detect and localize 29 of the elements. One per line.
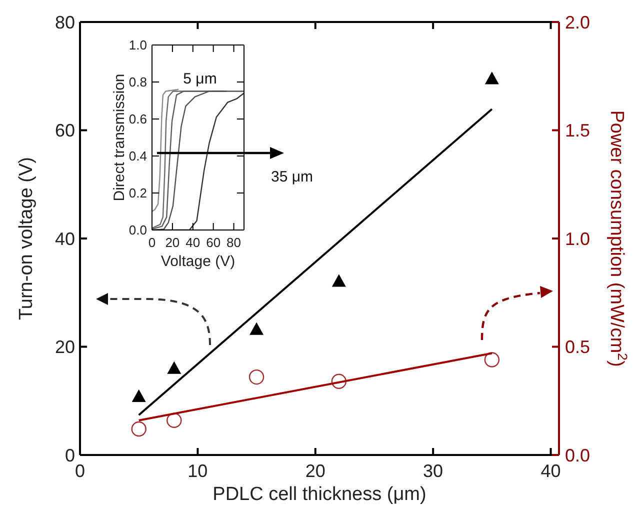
y2-tick-label: 0.5 — [565, 337, 590, 358]
x-tick-label: 40 — [186, 235, 200, 250]
y-tick-label: 0.0 — [128, 222, 147, 238]
x-tick-label: 60 — [206, 235, 221, 250]
x-tick-label: 80 — [226, 235, 242, 250]
y-axis-title: Turn-on voltage (V) — [16, 157, 37, 320]
x-tick-label: 40 — [540, 461, 561, 481]
y-tick-label: 0.6 — [128, 112, 147, 127]
annotation: 35 μm — [271, 168, 313, 186]
y2-tick-label: 1.0 — [565, 228, 590, 249]
y2-tick-label: 2.0 — [565, 12, 590, 32]
y-axis-title: Direct transmission — [111, 74, 128, 202]
x-axis-title: PDLC cell thickness (μm) — [212, 484, 426, 505]
y-tick-label: 20 — [54, 337, 75, 358]
x-axis-title: Voltage (V) — [160, 253, 236, 270]
y-tick-label: 80 — [54, 12, 75, 32]
y-tick-label: 0 — [64, 445, 75, 466]
y-tick-label: 60 — [54, 120, 75, 141]
y2-tick-label: 1.5 — [565, 120, 590, 141]
y-tick-label: 0.8 — [128, 74, 147, 90]
x-tick-label: 20 — [165, 235, 180, 250]
y-tick-label: 0.2 — [128, 186, 147, 201]
annotation: 5 μm — [183, 70, 217, 88]
y2-tick-label: 0.0 — [565, 445, 590, 466]
y-tick-label: 1.0 — [128, 38, 147, 53]
y-tick-label: 0.4 — [128, 148, 147, 164]
x-tick-label: 30 — [423, 461, 444, 481]
x-tick-label: 10 — [188, 461, 208, 481]
x-tick-label: 20 — [305, 461, 326, 481]
